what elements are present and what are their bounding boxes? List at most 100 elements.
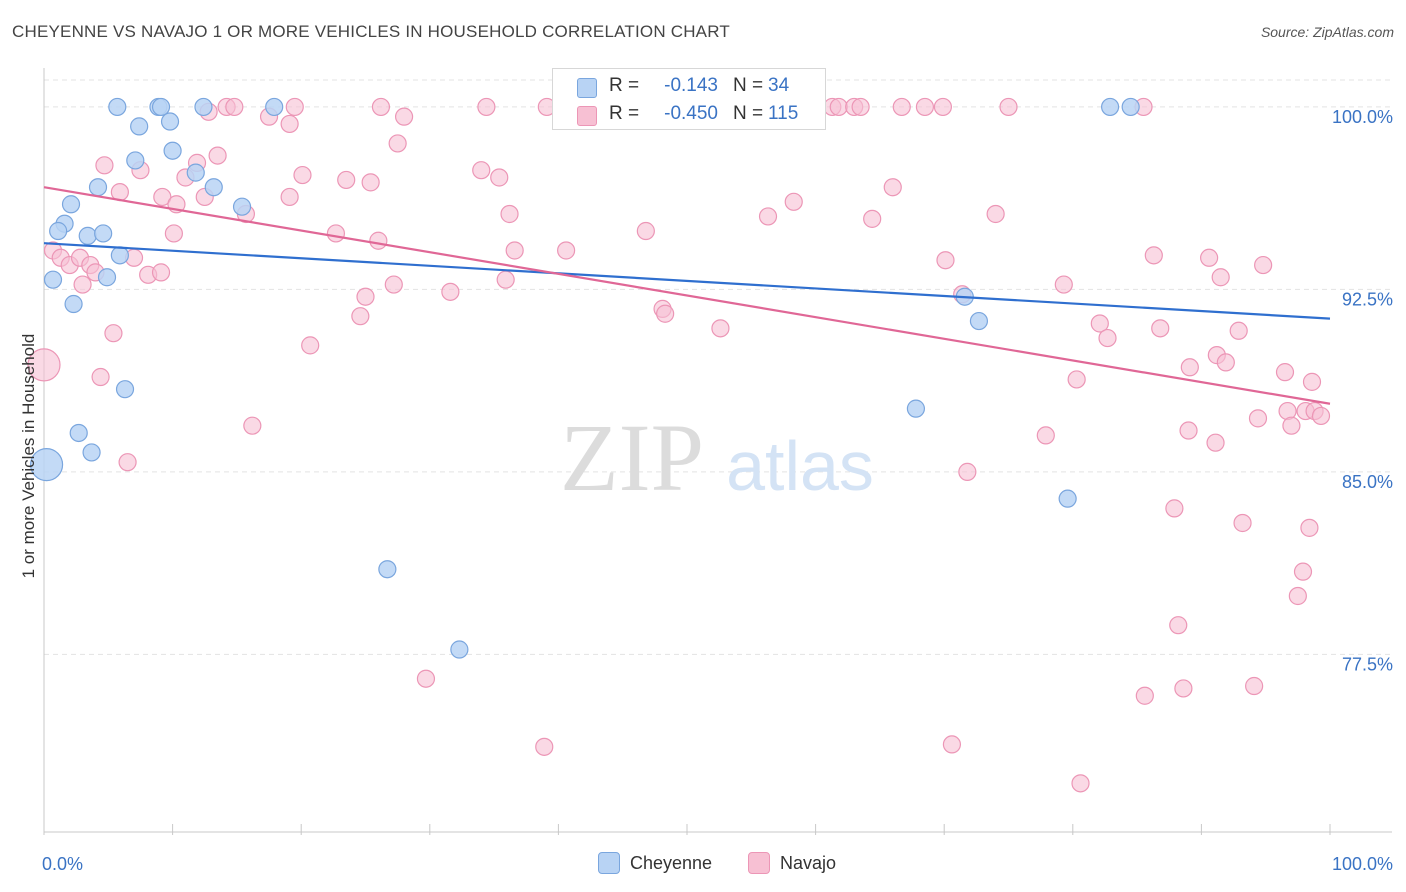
- y-axis-label: 1 or more Vehicles in Household: [19, 334, 38, 579]
- cheyenne-point: [163, 141, 182, 160]
- navajo-point: [557, 241, 576, 260]
- legend: Cheyenne Navajo: [0, 850, 1406, 880]
- navajo-point: [500, 204, 519, 224]
- cheyenne-point: [160, 112, 180, 131]
- navajo-point: [1229, 321, 1248, 340]
- cheyenne-n-value: 34: [768, 75, 790, 96]
- navajo-point: [656, 304, 675, 323]
- navajo-point: [1174, 679, 1193, 698]
- navajo-swatch: [577, 106, 597, 126]
- cheyenne-point: [88, 178, 108, 197]
- navajo-point: [1211, 268, 1230, 287]
- navajo-point: [758, 207, 778, 226]
- y-tick-label: 85.0%: [1342, 472, 1393, 492]
- navajo-point: [164, 224, 183, 243]
- navajo-point: [1206, 433, 1225, 452]
- cheyenne-point: [378, 560, 397, 579]
- cheyenne-point: [969, 311, 989, 331]
- navajo-point: [1288, 586, 1307, 606]
- navajo-legend-swatch: [748, 852, 770, 874]
- navajo-point: [361, 173, 380, 192]
- cheyenne-point: [82, 443, 101, 462]
- navajo-point: [1248, 409, 1268, 428]
- cheyenne-point: [49, 221, 68, 241]
- navajo-point: [243, 416, 262, 435]
- navajo-point: [118, 453, 137, 472]
- navajo-point: [27, 348, 61, 382]
- cheyenne-point: [194, 97, 213, 117]
- navajo-point: [225, 97, 244, 117]
- navajo-point: [1036, 426, 1055, 445]
- navajo-point: [829, 97, 848, 117]
- data-points: [27, 97, 1331, 793]
- navajo-point: [999, 97, 1018, 117]
- navajo-point: [394, 107, 414, 126]
- navajo-point: [1144, 246, 1163, 265]
- navajo-point: [1254, 255, 1273, 275]
- navajo-point: [535, 737, 554, 756]
- navajo-point: [441, 282, 460, 301]
- navajo-point: [1151, 319, 1170, 338]
- legend-item-cheyenne[interactable]: Cheyenne: [598, 852, 712, 874]
- navajo-point: [1302, 372, 1322, 391]
- navajo-point: [337, 170, 356, 190]
- navajo-point: [1169, 616, 1188, 635]
- cheyenne-point: [1100, 97, 1120, 117]
- navajo-point: [711, 319, 730, 338]
- navajo-point: [1200, 248, 1219, 267]
- navajo-r-value: -0.450: [664, 103, 718, 124]
- cheyenne-point: [1121, 97, 1140, 117]
- navajo-point: [958, 462, 977, 481]
- x-tick-label: 100.0%: [1332, 854, 1393, 874]
- navajo-point: [892, 97, 911, 117]
- navajo-point: [1311, 406, 1331, 426]
- navajo-point: [1282, 416, 1301, 435]
- navajo-point: [490, 168, 509, 187]
- r-label: R =: [609, 75, 640, 96]
- navajo-point: [986, 204, 1005, 224]
- cheyenne-point: [94, 224, 113, 243]
- n-label: N =: [733, 103, 764, 124]
- legend-item-navajo[interactable]: Navajo: [748, 852, 836, 874]
- navajo-point: [356, 287, 375, 306]
- navajo-point: [1165, 499, 1184, 518]
- cheyenne-point: [265, 97, 284, 117]
- navajo-point: [942, 735, 962, 754]
- stats-row-navajo: R = -0.450 N = 115: [553, 99, 827, 129]
- watermark: ZIP atlas: [560, 404, 874, 511]
- cheyenne-point: [1058, 489, 1077, 508]
- navajo-point: [371, 97, 391, 117]
- navajo-point: [1245, 676, 1264, 696]
- navajo-point: [1293, 562, 1313, 581]
- navajo-point: [369, 231, 388, 250]
- navajo-point: [351, 307, 370, 326]
- x-tick-label: 0.0%: [42, 854, 83, 874]
- navajo-point: [416, 669, 436, 688]
- cheyenne-legend-swatch: [598, 852, 620, 874]
- watermark-zip: ZIP: [560, 404, 704, 511]
- legend-label-navajo: Navajo: [780, 852, 837, 873]
- cheyenne-point: [61, 195, 81, 214]
- navajo-point: [883, 178, 902, 197]
- cheyenne-point: [115, 380, 135, 399]
- chart-title: CHEYENNE VS NAVAJO 1 OR MORE VEHICLES IN…: [12, 22, 730, 41]
- navajo-point: [851, 97, 870, 117]
- r-label: R =: [609, 103, 640, 124]
- cheyenne-point: [450, 640, 469, 659]
- navajo-point: [280, 114, 299, 134]
- navajo-point: [388, 134, 407, 153]
- navajo-point: [73, 275, 92, 294]
- navajo-point: [477, 97, 496, 117]
- navajo-point: [293, 165, 312, 185]
- navajo-point: [863, 209, 882, 228]
- stats-box: R = -0.143 N = 34 R = -0.450 N = 115: [552, 68, 826, 130]
- navajo-point: [472, 161, 491, 180]
- cheyenne-swatch: [577, 78, 597, 98]
- navajo-point: [1090, 314, 1109, 333]
- cheyenne-point: [108, 97, 127, 117]
- trend-lines: [43, 186, 1331, 405]
- navajo-point: [636, 221, 655, 241]
- navajo-point: [208, 146, 227, 165]
- source-label: Source: ZipAtlas.com: [1260, 24, 1394, 40]
- cheyenne-point: [204, 178, 223, 197]
